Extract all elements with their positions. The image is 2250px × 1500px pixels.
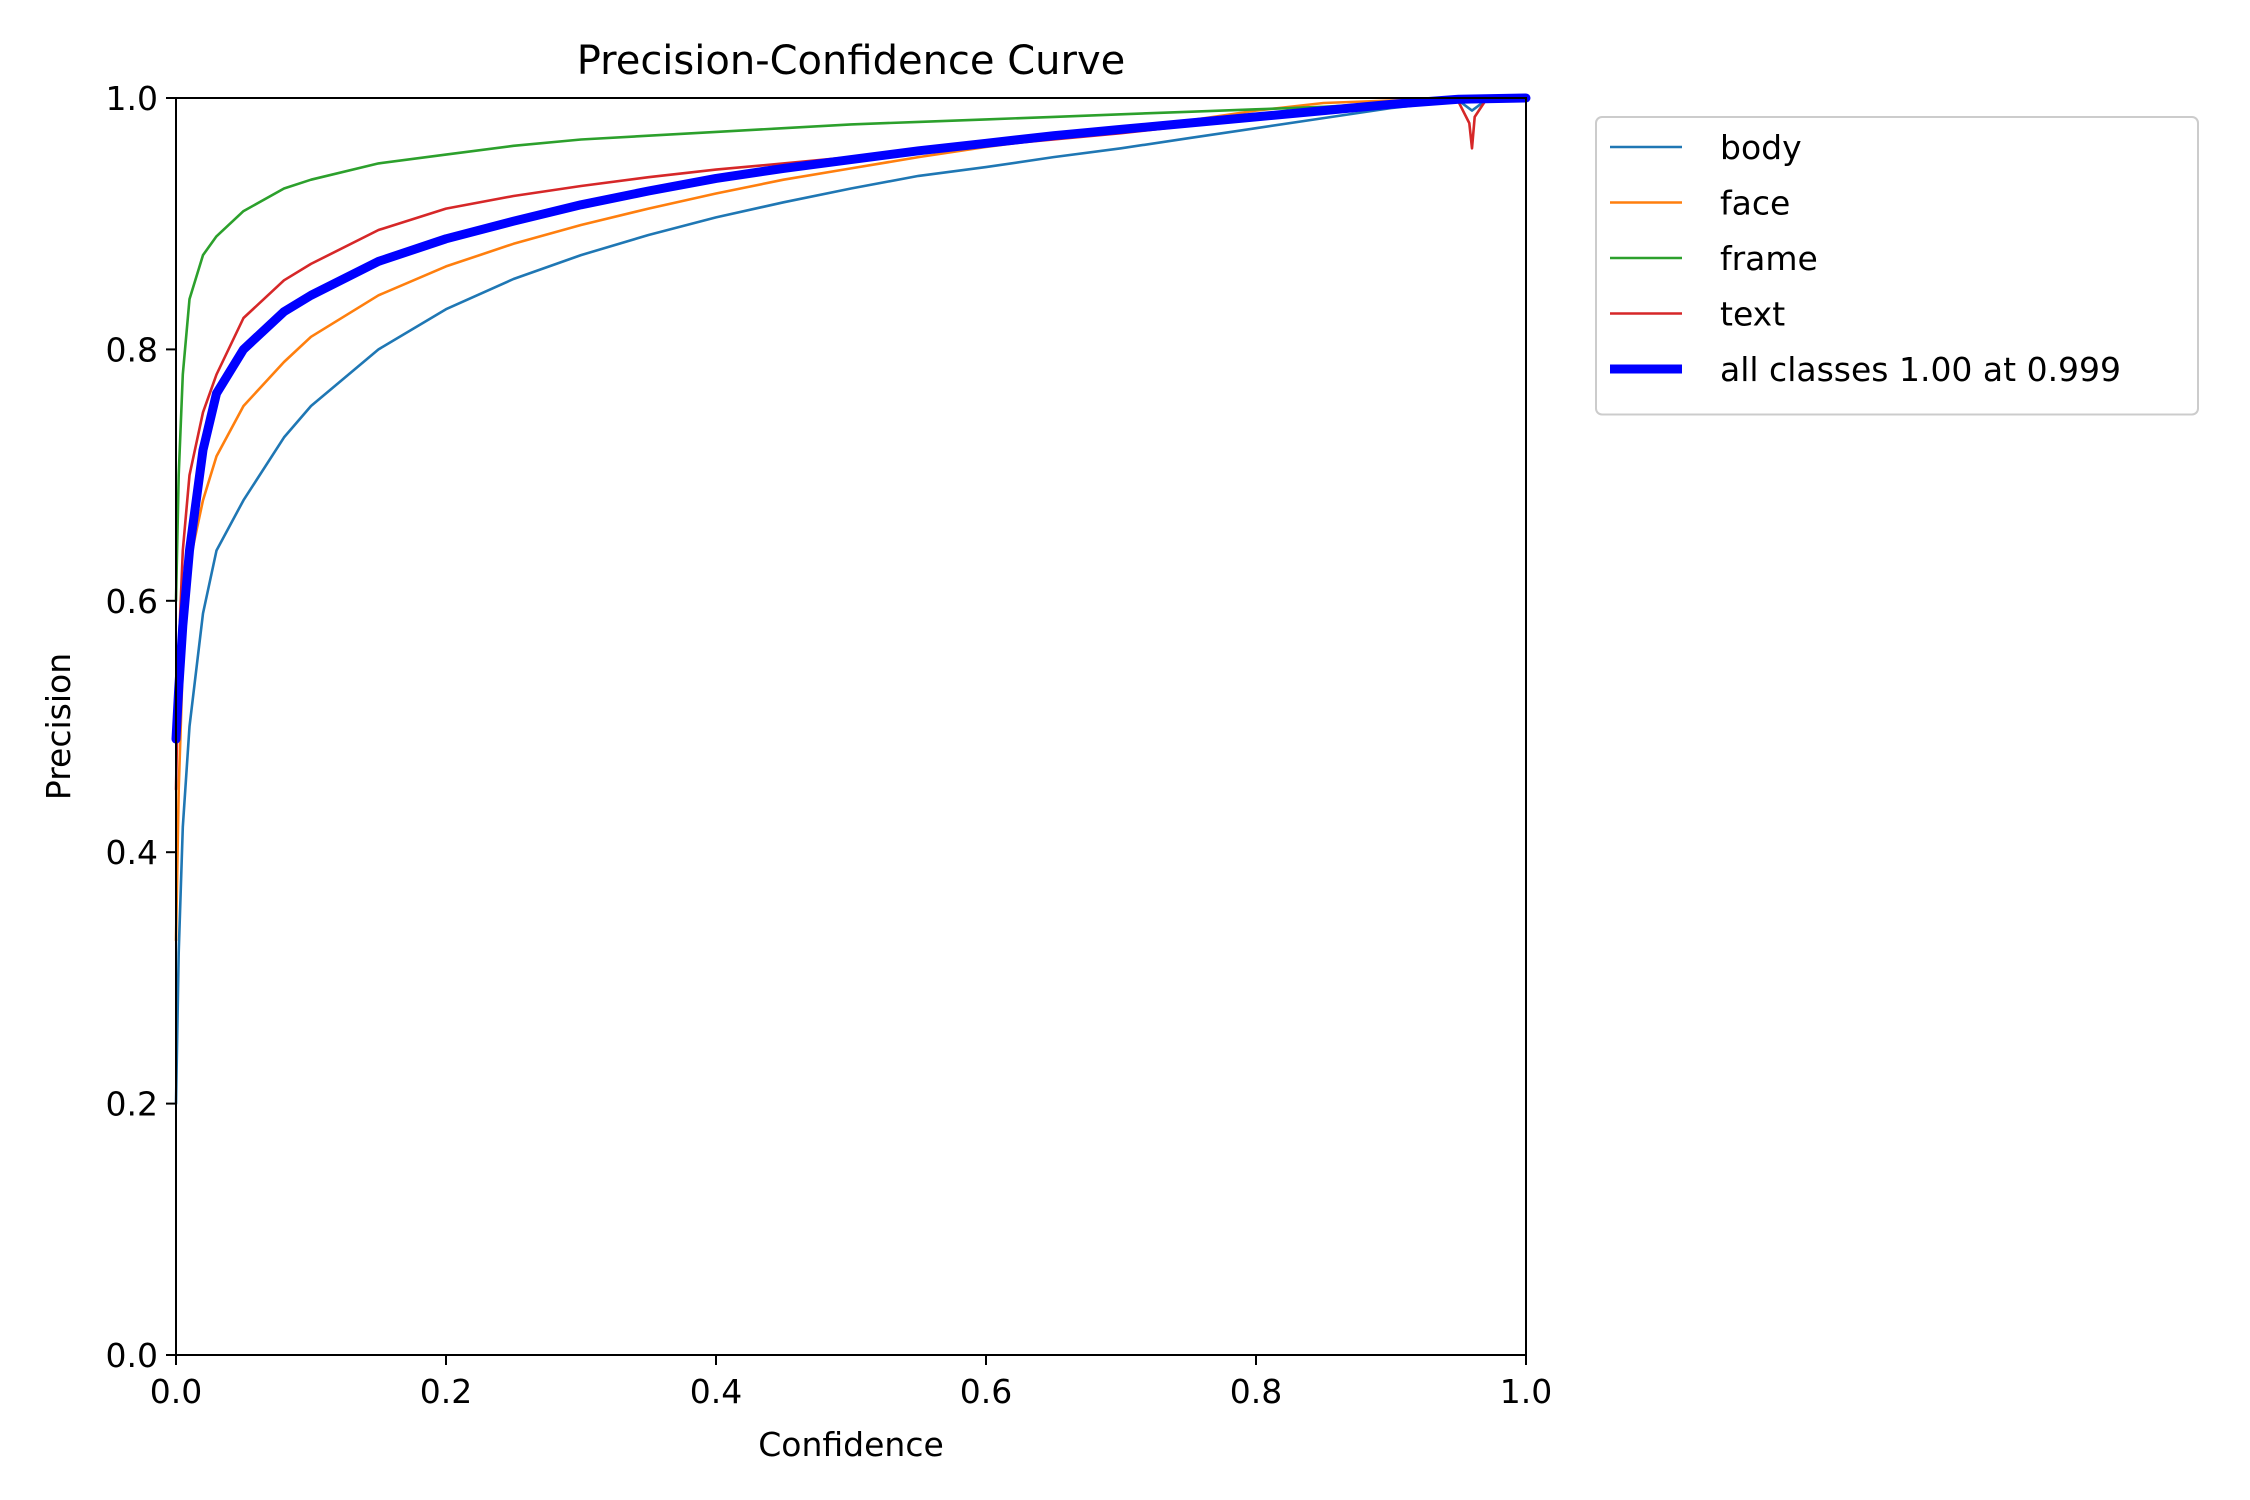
series-line-frame — [174, 96, 1528, 603]
y-axis-ticks: 0.0 0.2 0.4 0.6 0.8 1.0 — [106, 79, 176, 1375]
x-tick-label: 0.0 — [150, 1372, 202, 1411]
y-axis-label: Precision — [39, 653, 78, 800]
series-line-text — [174, 96, 1528, 791]
x-tick-label: 0.8 — [1230, 1372, 1282, 1411]
legend: body face frame text all classes 1.00 at 0.9… — [1595, 116, 2199, 416]
y-tick-label: 0.8 — [106, 330, 158, 369]
chart-title: Precision-Confidence Curve — [577, 38, 1126, 84]
legend-label-text: text — [1720, 295, 1785, 334]
legend-label-frame: frame — [1720, 239, 1818, 278]
series-line-body — [174, 96, 1528, 1105]
series-line-face — [174, 96, 1528, 942]
legend-label-all: all classes 1.00 at 0.999 — [1720, 350, 2121, 389]
x-axis-label: Confidence — [758, 1425, 944, 1464]
y-tick-label: 0.2 — [106, 1085, 158, 1124]
legend-box — [1595, 116, 2199, 416]
series-line-all — [171, 93, 1531, 744]
series-lines — [171, 93, 1531, 1105]
y-tick-label: 0.6 — [106, 582, 158, 621]
x-tick-label: 0.6 — [960, 1372, 1012, 1411]
x-tick-label: 1.0 — [1500, 1372, 1552, 1411]
y-tick-label: 0.0 — [106, 1336, 158, 1375]
y-tick-label: 1.0 — [106, 79, 158, 118]
x-axis-ticks: 0.0 0.2 0.4 0.6 0.8 1.0 — [150, 1355, 1552, 1411]
legend-label-face: face — [1720, 184, 1790, 223]
plot-frame — [175, 97, 1527, 1356]
y-tick-label: 0.4 — [106, 833, 158, 872]
x-tick-label: 0.2 — [420, 1372, 472, 1411]
legend-label-body: body — [1720, 128, 1802, 167]
x-tick-label: 0.4 — [690, 1372, 742, 1411]
